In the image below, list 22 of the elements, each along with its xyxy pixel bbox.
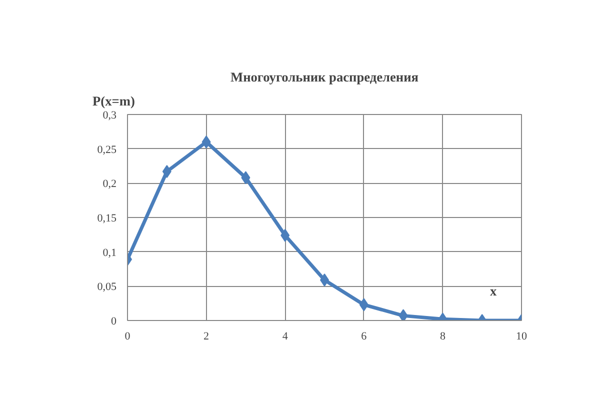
point (162, 164, 172, 178)
y-tick-label: 0,25 (97, 144, 117, 156)
y-tick-label: 0,2 (102, 178, 116, 190)
x-axis-title: x (490, 284, 497, 299)
y-tick-label: 0,15 (97, 212, 117, 224)
point (241, 171, 250, 184)
x-tick-label: 8 (440, 330, 446, 342)
x-tick-label: 6 (361, 330, 368, 342)
chart-title: Многоугольник распределения (230, 70, 419, 84)
x-tick-label: 2 (204, 330, 210, 342)
point (398, 309, 408, 320)
y-axis-title: P(x=m) (92, 94, 135, 108)
y-tick-label: 0,3 (102, 110, 117, 122)
point (202, 135, 211, 148)
y-tick-label: 0,05 (97, 281, 117, 294)
y-tick-label: 0,1 (102, 246, 116, 259)
point (280, 228, 290, 242)
point (359, 298, 368, 312)
y-tick-label: 0 (111, 316, 117, 328)
x-tick-label: 0 (124, 330, 131, 342)
x-tick-label: 10 (516, 330, 528, 342)
x-tick-label: 4 (282, 330, 288, 342)
